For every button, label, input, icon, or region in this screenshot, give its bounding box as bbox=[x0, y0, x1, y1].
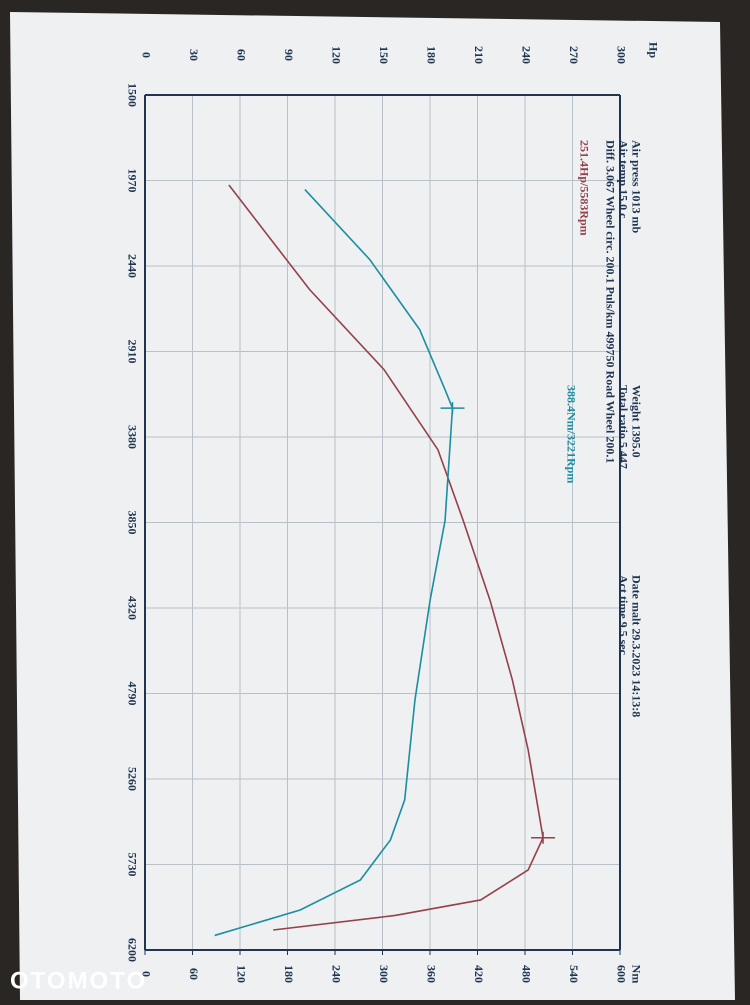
y-tick-label: 120 bbox=[329, 46, 343, 64]
y2-tick-label: 240 bbox=[329, 965, 343, 983]
y-tick-label: 180 bbox=[424, 46, 438, 64]
y-tick-label: 240 bbox=[519, 46, 533, 64]
x-tick-label: 2910 bbox=[125, 340, 139, 364]
y2-tick-label: 360 bbox=[424, 965, 438, 983]
x-tick-label: 1970 bbox=[125, 169, 139, 193]
annotation: Air press 1013 mb bbox=[629, 140, 643, 234]
y2-tick-label: 540 bbox=[567, 965, 581, 983]
y2-tick-label: 0 bbox=[139, 971, 153, 977]
y-tick-label: 60 bbox=[234, 49, 248, 61]
y2-tick-label: 60 bbox=[187, 968, 201, 980]
y2-tick-label: 480 bbox=[519, 965, 533, 983]
annotation: Date malt 29.3.2023 14:13:8 bbox=[629, 575, 643, 717]
annotation: Diff. 3.067 Wheel circ. 200.1 Puls/km 49… bbox=[603, 140, 617, 463]
y-tick-label: 0 bbox=[139, 52, 153, 58]
y-axis-title: Hp bbox=[646, 42, 660, 58]
x-tick-label: 4790 bbox=[125, 682, 139, 706]
y-tick-label: 210 bbox=[472, 46, 486, 64]
peak-label: 251.4Hp/5583Rpm bbox=[577, 140, 591, 236]
y-tick-label: 30 bbox=[187, 49, 201, 61]
y2-tick-label: 420 bbox=[472, 965, 486, 983]
y-tick-label: 150 bbox=[377, 46, 391, 64]
watermark: OTOMOTO bbox=[10, 967, 147, 994]
annotation: Air temp 15.0 c bbox=[616, 140, 630, 219]
x-tick-label: 6200 bbox=[125, 938, 139, 962]
paper bbox=[10, 12, 735, 1000]
y-tick-label: 270 bbox=[567, 46, 581, 64]
y2-tick-label: 120 bbox=[234, 965, 248, 983]
x-tick-label: 1500 bbox=[125, 83, 139, 107]
y-tick-label: 300 bbox=[614, 46, 628, 64]
y2-tick-label: 180 bbox=[282, 965, 296, 983]
x-tick-label: 3850 bbox=[125, 511, 139, 535]
peak-label: 388.4Nm/3221Rpm bbox=[564, 385, 578, 483]
y-tick-label: 90 bbox=[282, 49, 296, 61]
series-line bbox=[214, 189, 454, 937]
annotation: Total ratio 5.447 bbox=[616, 385, 630, 469]
y2-tick-label: 300 bbox=[377, 965, 391, 983]
plot: 1500197024402910338038504320479052605730… bbox=[125, 42, 660, 983]
x-tick-label: 3380 bbox=[125, 425, 139, 449]
x-tick-label: 5730 bbox=[125, 853, 139, 877]
annotation: Weight 1395.0 bbox=[629, 385, 643, 458]
x-tick-label: 2440 bbox=[125, 254, 139, 278]
x-tick-label: 4320 bbox=[125, 596, 139, 620]
series-line bbox=[228, 184, 544, 931]
annotation: Act time 9.5 sec bbox=[616, 575, 630, 656]
x-tick-label: 5260 bbox=[125, 767, 139, 791]
y2-tick-label: 600 bbox=[614, 965, 628, 983]
y2-axis-title: Nm bbox=[629, 965, 643, 984]
